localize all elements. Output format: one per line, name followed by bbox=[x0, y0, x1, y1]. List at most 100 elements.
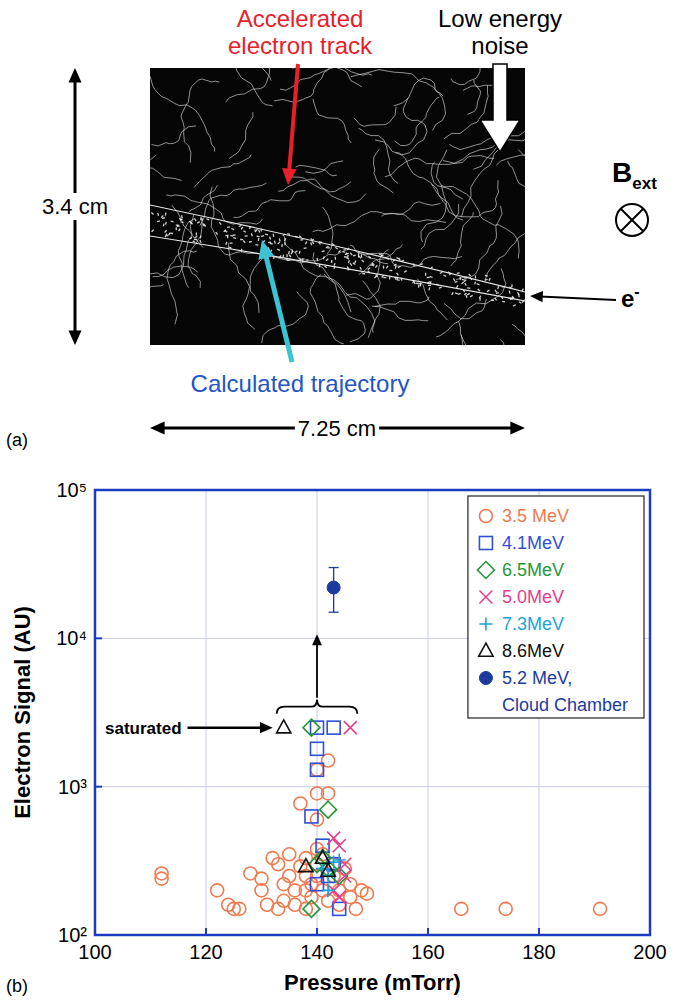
noise-track bbox=[385, 156, 495, 177]
label-background bbox=[295, 415, 379, 442]
electron-track bbox=[261, 235, 264, 237]
electron-track bbox=[181, 221, 184, 223]
point bbox=[349, 902, 362, 915]
electron-track bbox=[397, 273, 399, 275]
trajectory-arrow bbox=[258, 240, 274, 260]
x-axis-title: Pressure (mTorr) bbox=[284, 970, 461, 995]
electron-track bbox=[453, 278, 455, 281]
electron-track bbox=[394, 264, 397, 265]
electron-track bbox=[498, 286, 499, 289]
point bbox=[455, 902, 468, 915]
point bbox=[277, 720, 291, 733]
electron-track bbox=[176, 227, 177, 230]
point bbox=[311, 721, 324, 734]
electron-track bbox=[475, 275, 476, 278]
electron-track bbox=[338, 250, 340, 252]
electron-track bbox=[206, 219, 209, 220]
electron-track bbox=[420, 263, 423, 265]
legend-box bbox=[468, 496, 644, 718]
figure: Acceleratedelectron trackLow energynoise… bbox=[0, 0, 682, 1002]
electron-track bbox=[479, 298, 480, 301]
noise-track bbox=[417, 279, 448, 320]
electron-track bbox=[464, 293, 467, 294]
electron-track bbox=[239, 225, 242, 226]
electron-track bbox=[427, 277, 430, 279]
electron-track bbox=[462, 279, 465, 281]
point bbox=[303, 719, 320, 736]
noise-track bbox=[313, 252, 351, 312]
electron-track bbox=[495, 298, 497, 300]
width-label: 7.25 cm bbox=[298, 416, 376, 441]
electron-track bbox=[324, 266, 326, 268]
noise-track bbox=[323, 207, 333, 254]
electron-track bbox=[487, 290, 489, 292]
electron-track bbox=[467, 287, 470, 289]
electron-track bbox=[443, 275, 446, 276]
electron-track bbox=[284, 242, 286, 245]
electron-track bbox=[344, 256, 347, 258]
electron-track bbox=[368, 256, 371, 257]
electron-track bbox=[368, 268, 371, 270]
electron-track bbox=[323, 256, 325, 259]
electron-track bbox=[430, 276, 433, 277]
noise-track bbox=[354, 107, 396, 127]
electron-track bbox=[455, 281, 458, 282]
electron-track bbox=[353, 254, 356, 256]
series bbox=[305, 721, 346, 915]
electron-track bbox=[230, 235, 233, 237]
photo-texture bbox=[150, 68, 525, 345]
electron-track bbox=[225, 235, 228, 237]
electron-track bbox=[249, 241, 252, 243]
electron-track bbox=[157, 213, 159, 216]
point bbox=[338, 869, 351, 882]
noise-track bbox=[518, 150, 525, 216]
grid-line bbox=[428, 490, 429, 935]
electron-track bbox=[478, 289, 480, 291]
series bbox=[277, 720, 336, 876]
height-arrow bbox=[68, 68, 81, 83]
noise-track bbox=[512, 324, 525, 340]
electron-track bbox=[469, 274, 471, 276]
point bbox=[311, 763, 324, 776]
track-label: Acceleratedelectron track bbox=[228, 5, 373, 59]
electron-track bbox=[508, 291, 510, 294]
electron-track bbox=[194, 239, 197, 241]
electron-track bbox=[420, 283, 422, 286]
legend-label: 5.0MeV bbox=[502, 587, 564, 607]
electron-track bbox=[389, 270, 392, 271]
x-tick-label: 160 bbox=[411, 941, 444, 963]
electron-track bbox=[414, 281, 415, 284]
electron-track bbox=[254, 229, 256, 232]
electron-track bbox=[277, 249, 280, 250]
electron-track bbox=[491, 299, 494, 301]
noise-track bbox=[228, 243, 255, 329]
noise-track bbox=[150, 155, 156, 176]
line: noise bbox=[471, 32, 528, 59]
noise-track bbox=[351, 70, 443, 97]
electron-track bbox=[386, 266, 388, 268]
noise-track bbox=[181, 79, 219, 163]
electron-track bbox=[477, 284, 480, 285]
electron-track bbox=[495, 290, 497, 293]
electron-track bbox=[350, 263, 352, 265]
electron-track bbox=[163, 224, 165, 227]
electron-track bbox=[285, 238, 286, 241]
noise-arrow bbox=[480, 64, 520, 152]
noise-track bbox=[444, 299, 487, 319]
electron-track bbox=[502, 301, 505, 303]
electron-track bbox=[359, 256, 361, 258]
electron-track bbox=[299, 258, 300, 261]
electron-track bbox=[383, 277, 386, 278]
electron-track bbox=[177, 226, 180, 227]
electron-track bbox=[243, 240, 245, 242]
electron-track bbox=[372, 263, 374, 265]
grid-line bbox=[206, 490, 207, 935]
electron-track bbox=[465, 283, 467, 286]
line: Cloud Chamber bbox=[502, 695, 628, 715]
electron-track bbox=[295, 251, 297, 253]
electron-track bbox=[180, 219, 183, 221]
width-arrow bbox=[510, 421, 525, 434]
noise-track bbox=[375, 98, 427, 155]
noise-track bbox=[310, 274, 344, 343]
x-tick-label: 180 bbox=[522, 941, 555, 963]
